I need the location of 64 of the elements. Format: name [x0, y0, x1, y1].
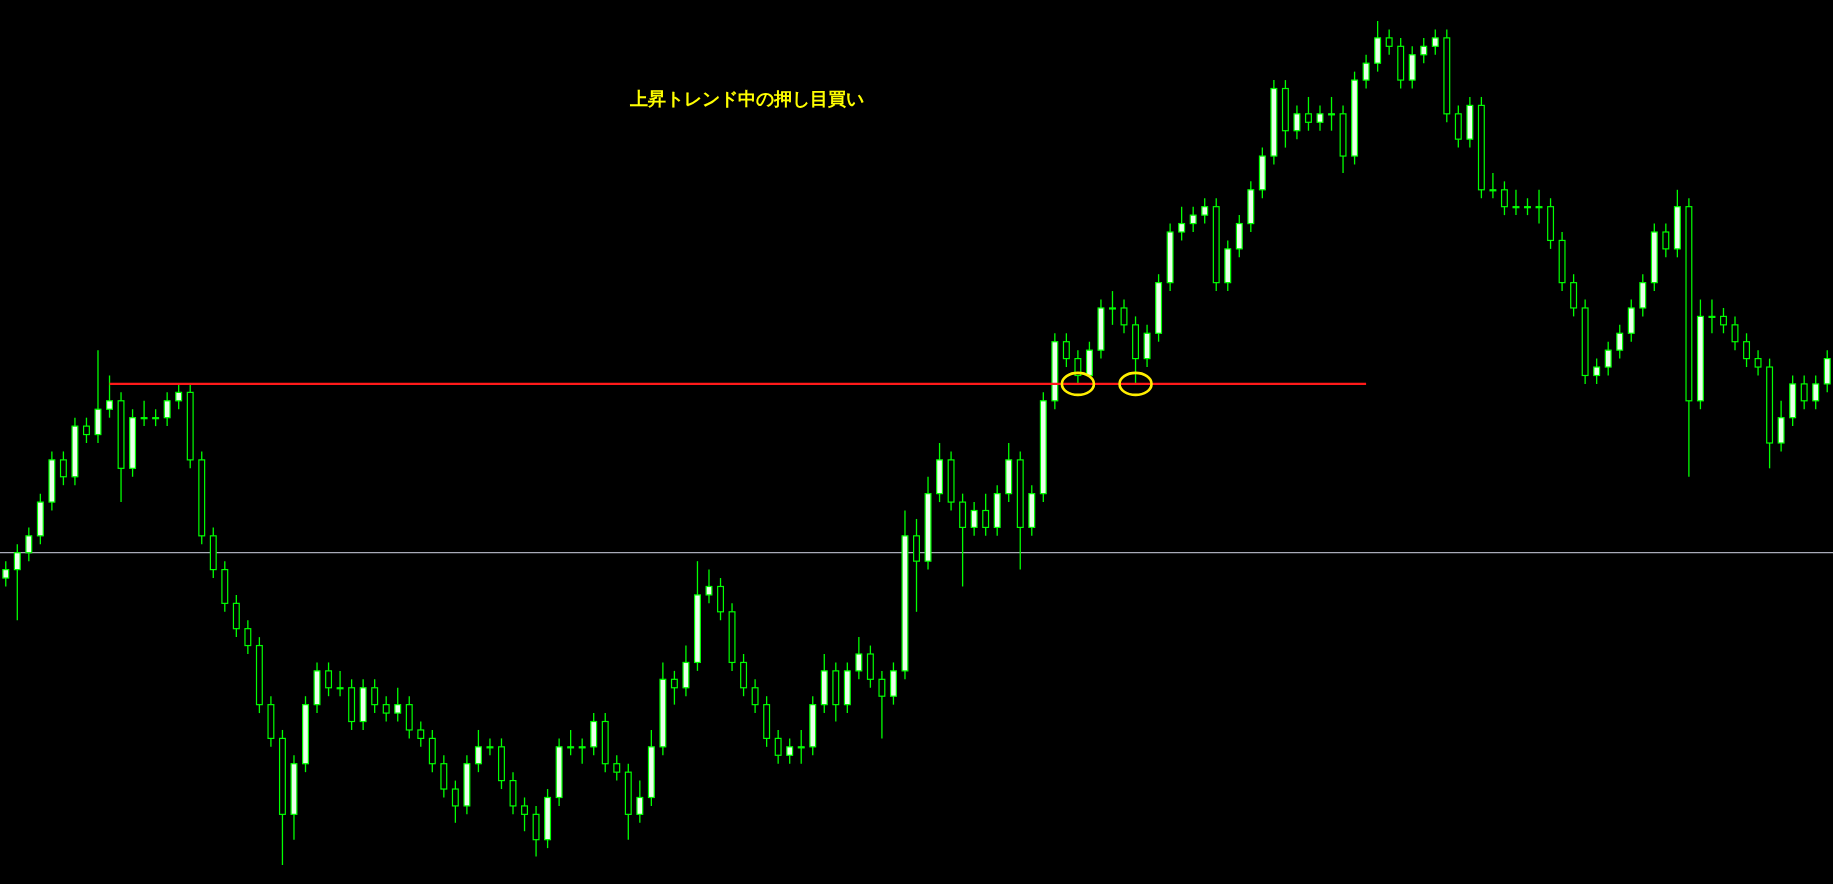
candlestick	[1535, 189, 1543, 225]
candlestick	[2, 560, 10, 588]
candlestick	[451, 779, 459, 824]
candlestick	[797, 729, 805, 765]
candlestick	[59, 450, 67, 486]
candlestick	[1616, 324, 1624, 360]
candlestick	[774, 729, 782, 765]
candlestick	[382, 695, 390, 723]
candlestick	[1109, 290, 1116, 326]
candlestick	[1062, 332, 1070, 368]
candlestick	[1120, 298, 1128, 334]
candlestick	[1800, 374, 1808, 410]
candlestick	[1500, 180, 1508, 216]
candlestick	[1593, 357, 1601, 385]
candlestick	[13, 543, 21, 621]
candlestick	[1189, 206, 1197, 233]
candlestick	[1754, 349, 1762, 377]
candlestick	[855, 636, 863, 680]
candlestick	[1431, 28, 1439, 56]
candlestick	[417, 720, 425, 748]
candlestick	[1420, 37, 1428, 64]
candlestick	[336, 670, 344, 697]
candlestick	[163, 391, 171, 427]
candlestick	[1385, 28, 1393, 56]
candlestick	[1489, 172, 1497, 199]
candlestick	[751, 678, 759, 714]
candlestick	[567, 729, 575, 756]
candlestick	[82, 417, 90, 444]
candlestick	[175, 383, 183, 410]
candlestick	[1293, 104, 1301, 140]
candlestick	[1604, 341, 1612, 377]
candlestick	[636, 779, 644, 824]
candlestick	[1662, 222, 1670, 258]
candlestick	[521, 796, 529, 832]
candlestick	[1362, 54, 1370, 90]
candlestick	[325, 661, 333, 697]
candlestick	[1708, 298, 1716, 334]
candlestick	[578, 737, 586, 765]
candlestick	[474, 729, 482, 773]
candlestick	[486, 737, 494, 756]
candlestick	[1316, 104, 1324, 132]
candlestick	[244, 619, 252, 655]
candlestick	[1201, 197, 1209, 225]
candlestick	[1812, 374, 1820, 410]
candlestick	[1512, 189, 1520, 216]
candlestick	[613, 754, 621, 782]
candlestick	[1304, 96, 1312, 132]
candlestick	[1743, 332, 1751, 368]
candlestick	[878, 670, 886, 740]
candlestick	[25, 526, 33, 562]
candlestick	[1328, 96, 1335, 132]
candlestick	[982, 492, 990, 537]
candlestick	[970, 501, 978, 537]
candlestick	[786, 737, 794, 765]
candlestick	[140, 400, 148, 427]
candlestick	[371, 678, 379, 714]
title: 上昇トレンド中の押し目買い	[630, 88, 864, 109]
candlestick	[1178, 206, 1186, 242]
candlestick	[394, 687, 402, 723]
candlestick	[705, 568, 713, 605]
candlestick	[106, 374, 113, 419]
candlestick	[670, 670, 678, 706]
candlestick	[1720, 307, 1727, 334]
candlestick	[1731, 315, 1739, 351]
